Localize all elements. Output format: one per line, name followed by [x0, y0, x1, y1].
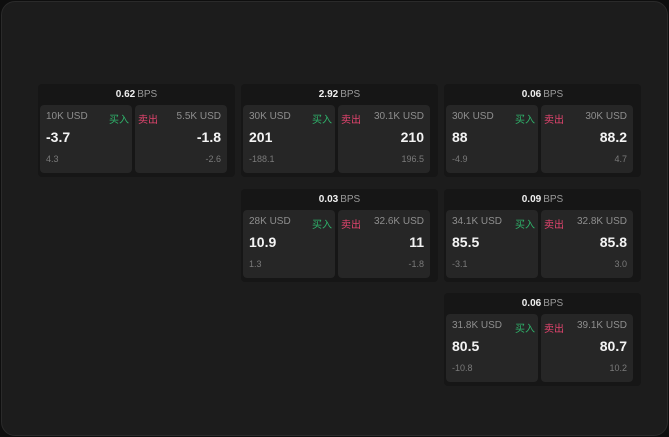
buy-label: 买入: [312, 115, 332, 126]
sell-label: 卖出: [544, 220, 564, 231]
spread-header: 0.06 BPS: [444, 84, 641, 105]
spread-unit: BPS: [543, 194, 564, 205]
ask-change: 10.2: [609, 363, 627, 373]
quote-widget: 0.62 BPS 10K USD 买入 -3.7 4.3 卖出 5.5K USD …: [38, 84, 235, 177]
bid-price: 85.5: [452, 234, 480, 250]
sell-cell[interactable]: 卖出 30K USD 88.2 4.7: [541, 105, 633, 173]
quote-widget: 0.06 BPS 30K USD 买入 88 -4.9 卖出 30K USD 88…: [444, 84, 641, 177]
spread-header: 0.62 BPS: [38, 84, 235, 105]
ask-price: 88.2: [599, 129, 627, 145]
sell-label: 卖出: [138, 115, 158, 126]
ask-price: 85.8: [599, 234, 627, 250]
bid-size: 10K USD: [46, 111, 88, 122]
spread-value: 0.06: [521, 298, 542, 309]
ask-size: 30K USD: [585, 111, 627, 122]
spread-header: 2.92 BPS: [241, 84, 438, 105]
spread-unit: BPS: [340, 194, 361, 205]
ask-price: 80.7: [599, 338, 627, 354]
bid-change: 1.3: [249, 259, 262, 269]
quote-widget: 0.03 BPS 28K USD 买入 10.9 1.3 卖出 32.6K USD…: [241, 189, 438, 282]
ask-change: -2.6: [205, 154, 221, 164]
ask-change: 3.0: [614, 259, 627, 269]
spread-value: 0.62: [115, 89, 136, 100]
sell-label: 卖出: [544, 324, 564, 335]
ask-size: 32.6K USD: [373, 216, 424, 227]
sell-cell[interactable]: 卖出 30.1K USD 210 196.5: [338, 105, 430, 173]
bid-change: -188.1: [249, 154, 275, 164]
ask-change: 4.7: [614, 154, 627, 164]
buy-cell[interactable]: 30K USD 买入 88 -4.9: [446, 105, 538, 173]
spread-unit: BPS: [543, 298, 564, 309]
sell-cell[interactable]: 卖出 32.6K USD 11 -1.8: [338, 210, 430, 278]
bid-size: 28K USD: [249, 216, 291, 227]
bid-size: 31.8K USD: [452, 320, 503, 331]
ask-size: 30.1K USD: [373, 111, 424, 122]
bid-change: -3.1: [452, 259, 468, 269]
bid-price: 88: [452, 129, 468, 145]
sell-cell[interactable]: 卖出 39.1K USD 80.7 10.2: [541, 314, 633, 382]
ask-change: -1.8: [408, 259, 424, 269]
spread-value: 0.09: [521, 194, 542, 205]
buy-cell[interactable]: 31.8K USD 买入 80.5 -10.8: [446, 314, 538, 382]
ask-size: 5.5K USD: [176, 111, 221, 122]
sell-label: 卖出: [544, 115, 564, 126]
ask-price: 210: [400, 129, 424, 145]
sell-label: 卖出: [341, 115, 361, 126]
spread-value: 0.03: [318, 194, 339, 205]
bid-price: -3.7: [46, 129, 71, 145]
spread-header: 0.09 BPS: [444, 189, 641, 210]
bid-change: -10.8: [452, 363, 473, 373]
buy-label: 买入: [515, 220, 535, 231]
spread-unit: BPS: [340, 89, 361, 100]
buy-label: 买入: [515, 115, 535, 126]
spread-value: 0.06: [521, 89, 542, 100]
ask-price: 11: [409, 234, 424, 250]
buy-cell[interactable]: 30K USD 买入 201 -188.1: [243, 105, 335, 173]
sell-cell[interactable]: 卖出 5.5K USD -1.8 -2.6: [135, 105, 227, 173]
spread-unit: BPS: [543, 89, 564, 100]
bid-size: 34.1K USD: [452, 216, 503, 227]
bid-size: 30K USD: [249, 111, 291, 122]
ask-size: 32.8K USD: [576, 216, 627, 227]
bid-change: 4.3: [46, 154, 59, 164]
spread-value: 2.92: [318, 89, 339, 100]
ask-price: -1.8: [196, 129, 221, 145]
buy-cell[interactable]: 34.1K USD 买入 85.5 -3.1: [446, 210, 538, 278]
bid-price: 80.5: [452, 338, 480, 354]
bid-size: 30K USD: [452, 111, 494, 122]
buy-label: 买入: [109, 115, 129, 126]
sell-cell[interactable]: 卖出 32.8K USD 85.8 3.0: [541, 210, 633, 278]
buy-label: 买入: [312, 220, 332, 231]
quote-widget: 0.09 BPS 34.1K USD 买入 85.5 -3.1 卖出 32.8K …: [444, 189, 641, 282]
spread-header: 0.03 BPS: [241, 189, 438, 210]
buy-label: 买入: [515, 324, 535, 335]
bid-change: -4.9: [452, 154, 468, 164]
ask-size: 39.1K USD: [576, 320, 627, 331]
spread-header: 0.06 BPS: [444, 293, 641, 314]
bid-price: 10.9: [249, 234, 277, 250]
sell-label: 卖出: [341, 220, 361, 231]
spread-unit: BPS: [137, 89, 158, 100]
quote-widget: 0.06 BPS 31.8K USD 买入 80.5 -10.8 卖出 39.1K…: [444, 293, 641, 386]
buy-cell[interactable]: 10K USD 买入 -3.7 4.3: [40, 105, 132, 173]
quote-widget: 2.92 BPS 30K USD 买入 201 -188.1 卖出 30.1K U…: [241, 84, 438, 177]
buy-cell[interactable]: 28K USD 买入 10.9 1.3: [243, 210, 335, 278]
ask-change: 196.5: [401, 154, 424, 164]
bid-price: 201: [249, 129, 273, 145]
